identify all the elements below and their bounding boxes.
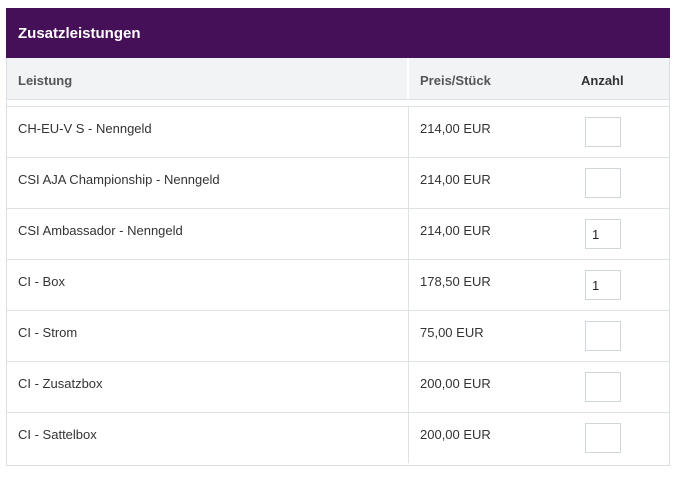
table-row: CSI Ambassador - Nenngeld 214,00 EUR — [7, 208, 669, 259]
service-price: 178,50 EUR — [420, 274, 491, 289]
table-row: CH-EU-V S - Nenngeld 214,00 EUR — [7, 106, 669, 157]
column-header-preis: Preis/Stück — [420, 73, 491, 88]
row-divider — [408, 413, 409, 463]
panel-title: Zusatzleistungen — [6, 8, 670, 58]
service-name: CI - Box — [18, 274, 65, 289]
quantity-input[interactable] — [585, 219, 621, 249]
service-name: CH-EU-V S - Nenngeld — [18, 121, 152, 136]
table-row: CI - Box 178,50 EUR — [7, 259, 669, 310]
row-divider — [408, 260, 409, 310]
quantity-input[interactable] — [585, 372, 621, 402]
column-divider — [407, 58, 409, 99]
column-header-row: Leistung Preis/Stück Anzahl — [7, 58, 669, 100]
service-name: CSI AJA Championship - Nenngeld — [18, 172, 220, 187]
row-divider — [408, 107, 409, 157]
service-name: CSI Ambassador - Nenngeld — [18, 223, 183, 238]
service-price: 75,00 EUR — [420, 325, 484, 340]
quantity-input[interactable] — [585, 321, 621, 351]
row-divider — [408, 362, 409, 412]
column-header-anzahl: Anzahl — [581, 73, 624, 88]
zusatzleistungen-panel: Zusatzleistungen Leistung Preis/Stück An… — [6, 8, 670, 466]
service-price: 214,00 EUR — [420, 223, 491, 238]
service-name: CI - Strom — [18, 325, 78, 340]
table-row: CI - Sattelbox 200,00 EUR — [7, 412, 669, 463]
quantity-input[interactable] — [585, 423, 621, 453]
service-name: CI - Zusatzbox — [18, 376, 103, 391]
service-price: 200,00 EUR — [420, 376, 491, 391]
table-row: CI - Zusatzbox 200,00 EUR — [7, 361, 669, 412]
service-table-body: CH-EU-V S - Nenngeld 214,00 EUR CSI AJA … — [7, 106, 669, 463]
row-divider — [408, 158, 409, 208]
service-price: 214,00 EUR — [420, 172, 491, 187]
table-row: CI - Strom 75,00 EUR — [7, 310, 669, 361]
quantity-input[interactable] — [585, 168, 621, 198]
column-header-leistung: Leistung — [18, 73, 73, 88]
service-price: 200,00 EUR — [420, 427, 491, 442]
row-divider — [408, 209, 409, 259]
service-price: 214,00 EUR — [420, 121, 491, 136]
row-divider — [408, 311, 409, 361]
table-row: CSI AJA Championship - Nenngeld 214,00 E… — [7, 157, 669, 208]
quantity-input[interactable] — [585, 270, 621, 300]
service-name: CI - Sattelbox — [18, 427, 97, 442]
quantity-input[interactable] — [585, 117, 621, 147]
